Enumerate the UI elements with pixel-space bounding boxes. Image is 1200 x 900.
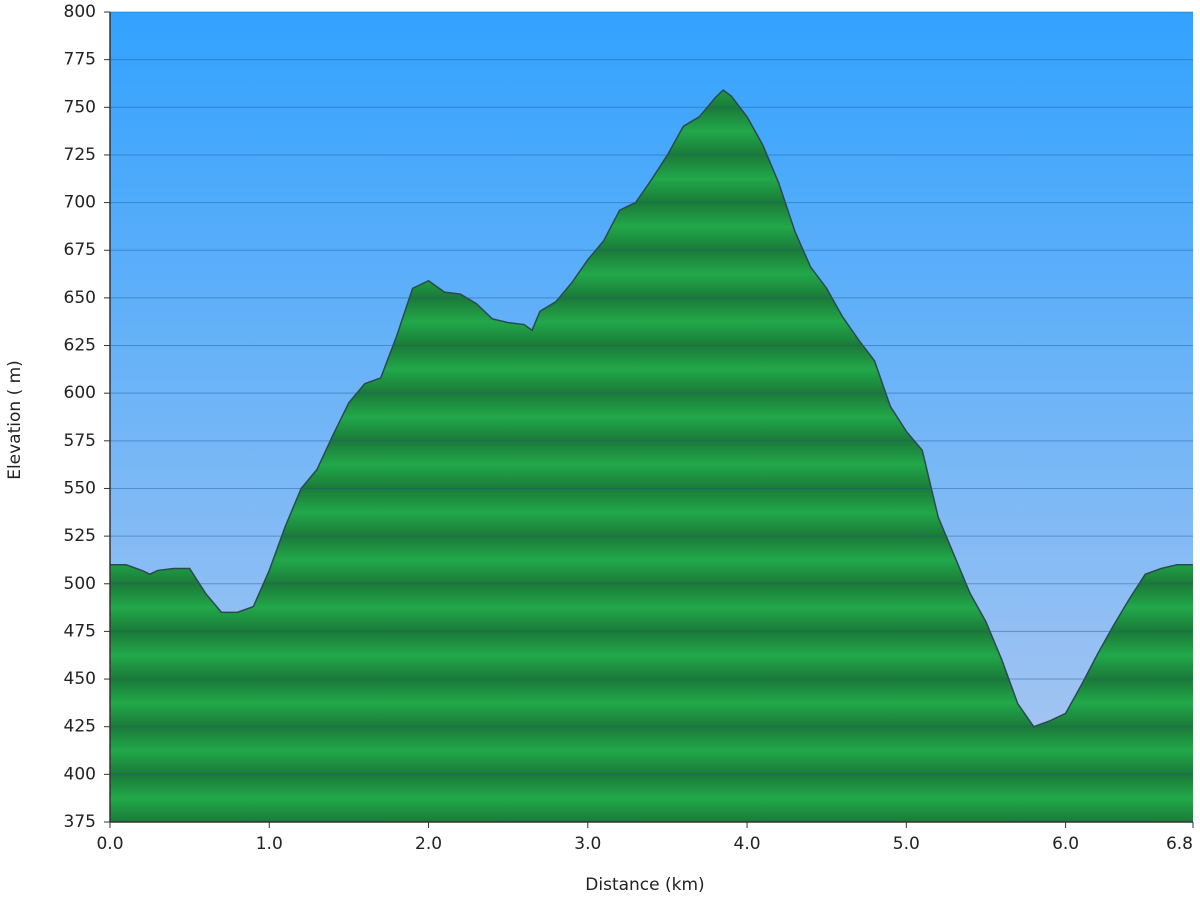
x-axis-title: Distance (km) [585,875,704,895]
y-tick-label: 625 [64,336,96,356]
y-tick-label: 800 [64,2,96,22]
y-tick-label: 425 [64,717,96,737]
x-tick-label: 0.0 [96,834,123,854]
area-outline [110,89,1193,728]
x-tick-label: 4.0 [734,834,761,854]
y-tick-label: 775 [64,50,96,70]
y-tick-label: 475 [64,621,96,641]
x-tick-label: 1.0 [256,834,283,854]
y-tick-label: 450 [64,669,96,689]
y-axis-title: Elevation ( m) [5,360,25,480]
y-tick-label: 400 [64,764,96,784]
y-tick-label: 525 [64,526,96,546]
x-tick-label: 5.0 [893,834,920,854]
x-tick-label: 3.0 [574,834,601,854]
y-tick-label: 650 [64,288,96,308]
y-tick-label: 675 [64,240,96,260]
y-tick-label: 575 [64,431,96,451]
y-tick-label: 700 [64,193,96,213]
y-tick-label: 750 [64,97,96,117]
y-tick-label: 375 [64,812,96,832]
y-tick-label: 725 [64,145,96,165]
y-tick-label: 600 [64,383,96,403]
x-tick-label: 2.0 [415,834,442,854]
y-tick-label: 500 [64,574,96,594]
x-tick-label: 6.0 [1052,834,1079,854]
y-tick-label: 550 [64,478,96,498]
area [110,90,1193,822]
x-tick-label: 6.8 [1166,834,1193,854]
